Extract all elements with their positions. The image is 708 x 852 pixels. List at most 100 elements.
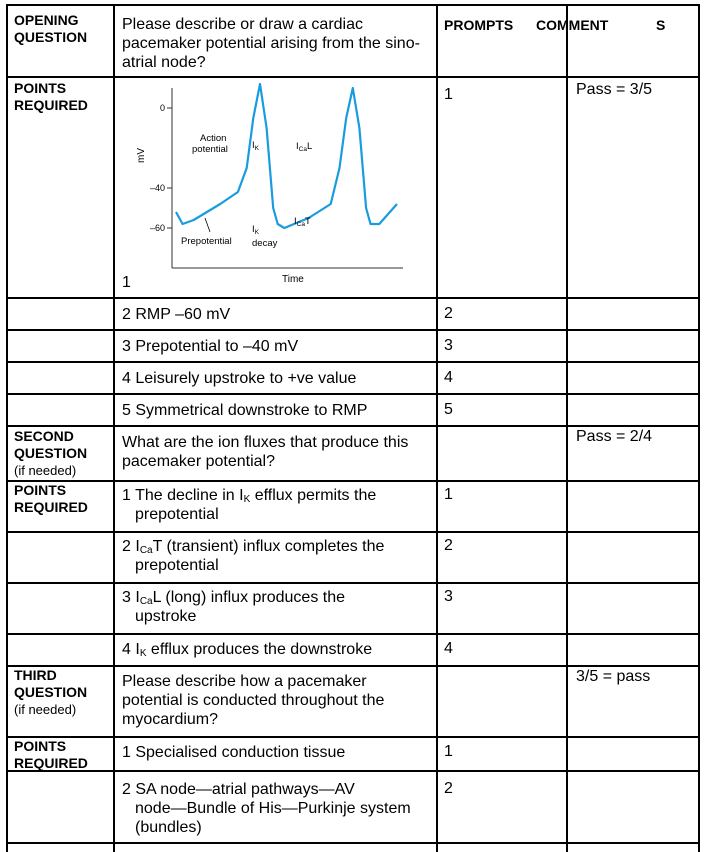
prompt-number: 2 [444,537,453,554]
comments-heading: COMMENT [536,17,609,33]
annotation-prepotential: Prepotential [181,236,232,247]
point-label: T (transient) influx completes the [152,538,385,555]
y-axis-label: mV [136,148,147,163]
prompt-number: 3 [444,588,453,605]
y-tick-label: 0 [160,103,165,113]
point-label: efflux permits the [250,487,377,504]
y-tick-label: –40 [150,183,165,193]
points-required-label: POINTS REQUIRED [14,80,88,114]
annotation-ik-decay: IK [252,224,260,236]
point-number: 4 [122,641,131,658]
label-line: POINTS [14,482,67,498]
point-text: 1 The decline in IK efflux permits the pr… [122,486,432,524]
prompt-number: 1 [444,86,453,103]
row-line [6,770,700,772]
annotation-action-potential: potential [192,144,228,155]
point-label: Symmetrical downstroke to RMP [135,402,368,419]
annotation-text: I [294,216,297,227]
prompt-number: 1 [444,486,453,503]
annotation-suffix: L [307,141,312,152]
point-label: prepotential [135,557,219,574]
points-required-label: POINTS REQUIRED [14,738,88,772]
point-label: (bundles) [135,819,202,836]
prompt-number: 1 [444,743,453,760]
label-line: QUESTION [14,445,88,461]
row-line [6,361,700,363]
prompt-number: 4 [444,640,453,657]
row-line [6,633,700,635]
pacemaker-potential-chart: 0–40–60 mV Time Action potential IK ICaL… [136,82,403,285]
pacemaker-potential-trace [175,82,398,230]
point-text: 3 ICaL (long) influx produces the upstrok… [122,588,432,626]
point-label: RMP –60 mV [135,306,231,323]
label-line: OPENING [14,12,79,28]
third-question-text: Please describe how a pacemaker potentia… [122,673,385,728]
opening-question-text: Please describe or draw a cardiac pacema… [122,16,420,71]
prompt-number: 5 [444,401,453,418]
point-label: SA node—atrial pathways—AV [135,781,355,798]
y-tick-label: –60 [150,223,165,233]
row-line [6,76,700,78]
ion-subscript: K [243,494,251,505]
table-divider-col3 [566,4,568,852]
annotation-subscript: K [255,145,260,152]
point-text: 2 SA node—atrial pathways—AV node—Bundle… [122,780,432,837]
point-label: I [135,589,140,606]
row-line [6,582,700,584]
point-number: 2 [122,306,131,323]
label-line: (if needed) [14,702,77,717]
annotation-ik-decay: decay [252,238,278,249]
label-line: REQUIRED [14,499,88,515]
point-label: upstroke [135,608,197,625]
prompt-number: 3 [444,337,453,354]
y-tick-group: 0 –40 –60 [150,103,172,233]
label-line: REQUIRED [14,97,88,113]
annotation-text: I [252,224,255,235]
annotation-text: I [296,141,299,152]
point-label: Specialised conduction tissue [135,744,346,761]
point-text: 2 RMP –60 mV [122,305,230,324]
ion-subscript: Ca [139,545,153,556]
label-line: SECOND [14,428,74,444]
points-required-label: POINTS REQUIRED [14,482,88,516]
prompt-number: 4 [444,369,453,386]
point-label: efflux produces the downstroke [146,641,373,658]
opening-question-label: OPENING QUESTION [14,12,87,46]
label-line: REQUIRED [14,755,88,771]
point-number: 4 [122,370,131,387]
annotation-action-potential: Action [200,133,226,144]
figure-number: 1 [122,274,131,291]
row-line [6,842,700,844]
point-number: 1 [122,487,131,504]
annotation-ical: ICaL [296,141,312,153]
annotation-suffix: T [305,216,311,227]
point-text: 2 ICaT (transient) influx completes the p… [122,537,432,575]
point-label: I [135,641,140,658]
point-label: The decline in I [135,487,244,504]
point-number: 5 [122,402,131,419]
point-text: 4 Leisurely upstroke to +ve value [122,369,356,388]
second-question-label: SECOND QUESTION (if needed) [14,428,87,479]
point-number: 2 [122,538,131,555]
annotation-subscript: K [255,229,260,236]
row-line [6,329,700,331]
ion-subscript: K [139,648,147,659]
point-label: prepotential [135,506,219,523]
point-label: Prepotential to –40 mV [135,338,299,355]
pass-mark: Pass = 3/5 [576,81,653,98]
table-divider-col2 [436,4,438,852]
label-line: THIRD [14,667,57,683]
prompt-number: 2 [444,780,453,797]
point-label: L (long) influx produces the [152,589,346,606]
point-label: Leisurely upstroke to +ve value [135,370,357,387]
prompts-heading: PROMPTS [444,17,514,33]
table-divider-col1 [113,4,115,852]
label-line: QUESTION [14,684,88,700]
point-text: 4 IK efflux produces the downstroke [122,640,432,659]
point-number: 3 [122,589,131,606]
label-line: POINTS [14,80,67,96]
annotation-subscript: Ca [299,146,308,153]
row-line [6,665,700,667]
prepotential-pointer [204,217,211,233]
ion-subscript: Ca [139,596,153,607]
